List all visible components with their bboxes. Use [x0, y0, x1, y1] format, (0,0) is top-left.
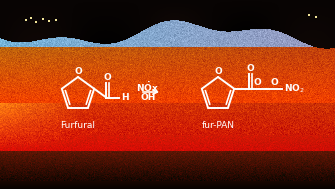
- Text: N$\mathregular{\dot{O}}$x: N$\mathregular{\dot{O}}$x: [136, 81, 158, 94]
- Text: H: H: [121, 93, 129, 102]
- Text: O: O: [246, 64, 254, 73]
- Text: OH: OH: [140, 93, 156, 102]
- Text: O: O: [254, 78, 261, 87]
- Text: fur-PAN: fur-PAN: [201, 121, 234, 130]
- Text: Furfural: Furfural: [61, 121, 95, 130]
- Text: O: O: [74, 67, 82, 75]
- Text: NO$_2$: NO$_2$: [284, 82, 305, 95]
- Text: O: O: [214, 67, 222, 75]
- Text: O: O: [270, 78, 278, 87]
- Text: O: O: [104, 73, 111, 82]
